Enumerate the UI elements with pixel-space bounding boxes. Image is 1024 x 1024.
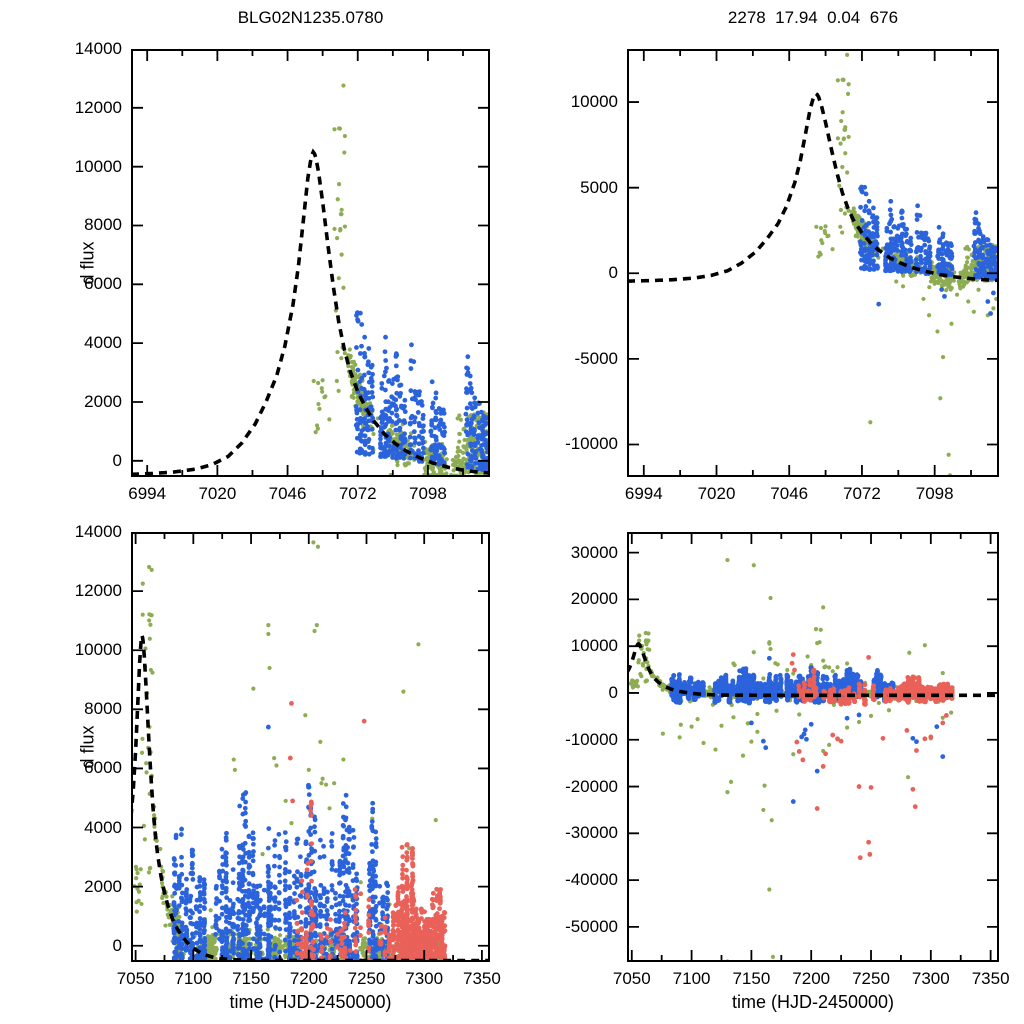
y-tick-label: -20000 — [565, 776, 618, 796]
y-tick-label: -10000 — [565, 729, 618, 749]
x-tick-label: 7200 — [792, 969, 831, 988]
y-tick-label: 10000 — [74, 640, 122, 660]
y-tick-label: 0 — [112, 450, 122, 470]
y-tick-label: 12000 — [74, 581, 122, 601]
panel-bottom-left-canvas — [131, 532, 490, 962]
y-tick-label: 30000 — [570, 542, 618, 562]
x-tick-label: 7350 — [462, 969, 501, 988]
y-tick-label: 8000 — [84, 699, 122, 719]
x-tick-label: 7072 — [338, 484, 377, 503]
y-tick-label: 2000 — [84, 876, 122, 896]
x-tick-label: 7046 — [268, 484, 307, 503]
y-tick-label: 4000 — [84, 817, 122, 837]
y-tick-label: 6000 — [84, 758, 122, 778]
x-axis-label-bottom-right: time (HJD-2450000) — [731, 992, 895, 1012]
x-tick-label: 7072 — [843, 484, 881, 503]
x-tick-label: 7250 — [347, 969, 386, 988]
panel-title-fit-parameters: 2278 17.94 0.04 676 — [727, 8, 899, 27]
x-tick-label: 7350 — [971, 969, 1010, 988]
x-tick-label: 7098 — [408, 484, 447, 503]
y-tick-label: 10000 — [570, 92, 618, 112]
panel-top-right-canvas — [627, 49, 999, 477]
x-tick-label: 7050 — [116, 969, 155, 988]
y-tick-label: -5000 — [574, 348, 618, 368]
x-tick-label: 7300 — [405, 969, 444, 988]
x-tick-label: 7050 — [612, 969, 651, 988]
y-tick-label: -50000 — [565, 916, 618, 936]
y-tick-label: 12000 — [74, 97, 122, 117]
x-tick-label: 6994 — [128, 484, 167, 503]
y-tick-label: 2000 — [84, 391, 122, 411]
panel-title-object-id: BLG02N1235.0780 — [237, 8, 384, 27]
y-tick-label: 14000 — [74, 39, 122, 58]
x-tick-label: 7046 — [770, 484, 809, 503]
x-tick-label: 7098 — [915, 484, 954, 503]
y-tick-label: 0 — [608, 263, 618, 283]
x-tick-label: 7020 — [198, 484, 237, 503]
y-tick-label: 4000 — [84, 333, 122, 353]
panel-bottom-right-canvas — [627, 532, 999, 962]
x-tick-label: 7150 — [732, 969, 771, 988]
x-tick-label: 7020 — [697, 484, 736, 503]
x-tick-label: 7300 — [911, 969, 950, 988]
x-axis-label-bottom-left: time (HJD-2450000) — [229, 992, 392, 1012]
x-tick-label: 7250 — [852, 969, 890, 988]
y-tick-label: -10000 — [565, 434, 618, 454]
y-tick-label: 6000 — [84, 274, 122, 294]
y-tick-label: 10000 — [74, 156, 122, 176]
y-tick-label: 0 — [608, 682, 618, 702]
x-tick-label: 6994 — [624, 484, 663, 503]
panel-top-left-canvas — [131, 49, 490, 477]
x-tick-label: 7100 — [174, 969, 213, 988]
y-tick-label: 8000 — [84, 215, 122, 235]
y-tick-label: 0 — [112, 935, 122, 955]
x-tick-label: 7150 — [232, 969, 270, 988]
y-tick-label: 14000 — [74, 522, 122, 541]
y-tick-label: -40000 — [565, 870, 618, 890]
y-tick-label: -30000 — [565, 823, 618, 843]
y-tick-label: 5000 — [580, 177, 618, 197]
x-tick-label: 7200 — [289, 969, 328, 988]
x-tick-label: 7100 — [672, 969, 711, 988]
y-tick-label: 10000 — [570, 636, 618, 656]
y-tick-label: 20000 — [570, 589, 618, 609]
